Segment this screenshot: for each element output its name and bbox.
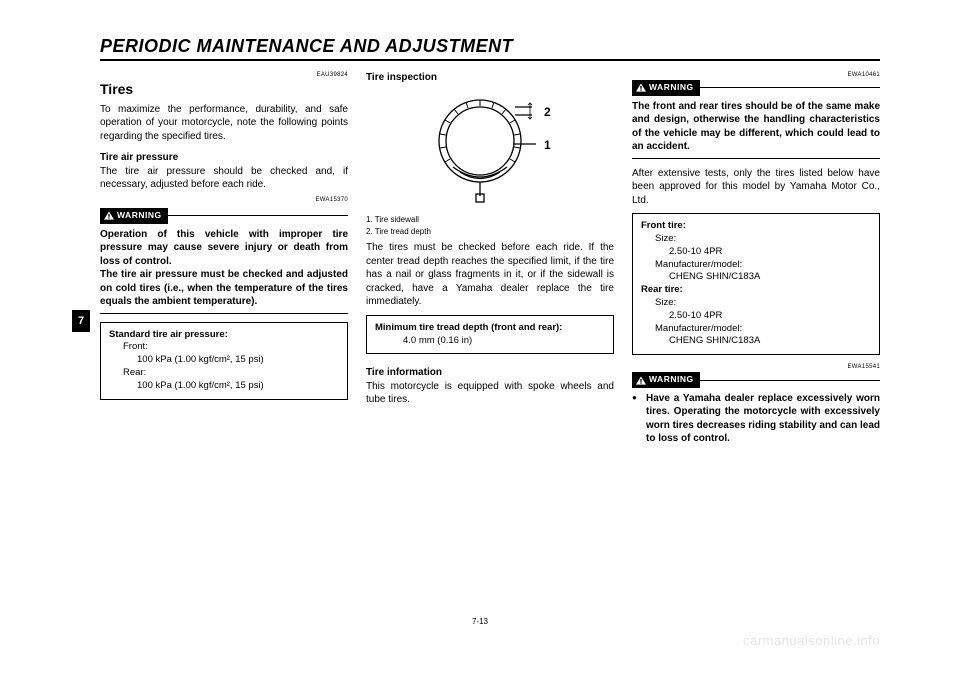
warning-rule xyxy=(700,380,880,381)
sub-heading: Tire inspection xyxy=(366,71,614,85)
spec-label: Manufacturer/model: xyxy=(655,323,871,336)
spec-value: 2.50-10 4PR xyxy=(669,310,871,323)
spec-value: 4.0 mm (0.16 in) xyxy=(403,335,605,348)
spec-label: Front: xyxy=(123,341,339,354)
chapter-tab: 7 xyxy=(72,310,90,332)
spec-value: 2.50-10 4PR xyxy=(669,246,871,259)
spec-value: CHENG SHIN/C183A xyxy=(669,271,871,284)
ref-code: EWA10461 xyxy=(632,71,880,79)
watermark-text: carmanualsonline.info xyxy=(743,633,880,648)
warning-bar: WARNING xyxy=(100,208,348,223)
warning-triangle-icon xyxy=(636,376,646,385)
warning-bar: WARNING xyxy=(632,372,880,387)
warning-bullet-list: Have a Yamaha dealer replace excessively… xyxy=(632,392,880,446)
warning-text: Operation of this vehicle with improper … xyxy=(100,228,348,309)
warning-triangle-icon xyxy=(636,83,646,92)
warning-bullet-item: Have a Yamaha dealer replace excessively… xyxy=(632,392,880,446)
spec-title: Front tire: xyxy=(641,220,871,233)
warning-text: The front and rear tires should be of th… xyxy=(632,100,880,154)
warning-label-text: WARNING xyxy=(117,210,162,221)
callout-2: 2 xyxy=(544,105,551,119)
tire-figure: 2 1 xyxy=(366,89,614,209)
spec-label: Size: xyxy=(655,233,871,246)
figure-caption: 2. Tire tread depth xyxy=(366,227,614,237)
warning-triangle-icon xyxy=(104,211,114,220)
document-page: PERIODIC MAINTENANCE AND ADJUSTMENT 7 EA… xyxy=(0,0,960,678)
ref-code: EWA15541 xyxy=(632,363,880,371)
section-heading: Tires xyxy=(100,81,133,97)
sub-heading: Tire air pressure xyxy=(100,151,348,165)
ref-code: EWA15370 xyxy=(100,196,348,204)
spec-box: Front tire: Size: 2.50-10 4PR Manufactur… xyxy=(632,213,880,355)
figure-caption: 1. Tire sidewall xyxy=(366,215,614,225)
end-rule xyxy=(100,313,348,314)
end-rule xyxy=(632,158,880,159)
ref-code: EAU39824 xyxy=(100,71,348,79)
column-3: EWA10461 WARNING The front and rear tire… xyxy=(632,71,880,450)
warning-bar: WARNING xyxy=(632,80,880,95)
tires-heading-row: Tires xyxy=(100,80,348,99)
page-title: PERIODIC MAINTENANCE AND ADJUSTMENT xyxy=(100,36,880,61)
body-text: The tire air pressure should be checked … xyxy=(100,165,348,192)
spec-label: Manufacturer/model: xyxy=(655,259,871,272)
warning-badge: WARNING xyxy=(632,80,700,95)
warning-label-text: WARNING xyxy=(649,374,694,385)
spec-title: Minimum tire tread depth (front and rear… xyxy=(375,322,605,335)
body-text: After extensive tests, only the tires li… xyxy=(632,167,880,208)
warning-badge: WARNING xyxy=(100,208,168,223)
column-2: Tire inspection xyxy=(366,71,614,450)
body-text: To maximize the performance, durability,… xyxy=(100,103,348,144)
column-1: EAU39824 Tires To maximize the performan… xyxy=(100,71,348,450)
sub-heading: Tire information xyxy=(366,366,614,380)
spec-label: Size: xyxy=(655,297,871,310)
warning-label-text: WARNING xyxy=(649,82,694,93)
content-columns: EAU39824 Tires To maximize the performan… xyxy=(100,71,880,450)
warning-rule xyxy=(168,215,348,216)
spec-title: Rear tire: xyxy=(641,284,871,297)
spec-box: Standard tire air pressure: Front: 100 k… xyxy=(100,322,348,400)
warning-rule xyxy=(700,87,880,88)
spec-value: 100 kPa (1.00 kgf/cm², 15 psi) xyxy=(137,354,339,367)
warning-badge: WARNING xyxy=(632,372,700,387)
spec-value: CHENG SHIN/C183A xyxy=(669,335,871,348)
body-text: The tires must be checked before each ri… xyxy=(366,241,614,309)
spec-value: 100 kPa (1.00 kgf/cm², 15 psi) xyxy=(137,380,339,393)
callout-1: 1 xyxy=(544,138,551,152)
spec-box: Minimum tire tread depth (front and rear… xyxy=(366,315,614,355)
page-number: 7-13 xyxy=(0,617,960,626)
spec-label: Rear: xyxy=(123,367,339,380)
tire-diagram-icon: 2 1 xyxy=(410,89,570,209)
spec-title: Standard tire air pressure: xyxy=(109,329,339,342)
body-text: This motorcycle is equipped with spoke w… xyxy=(366,380,614,407)
